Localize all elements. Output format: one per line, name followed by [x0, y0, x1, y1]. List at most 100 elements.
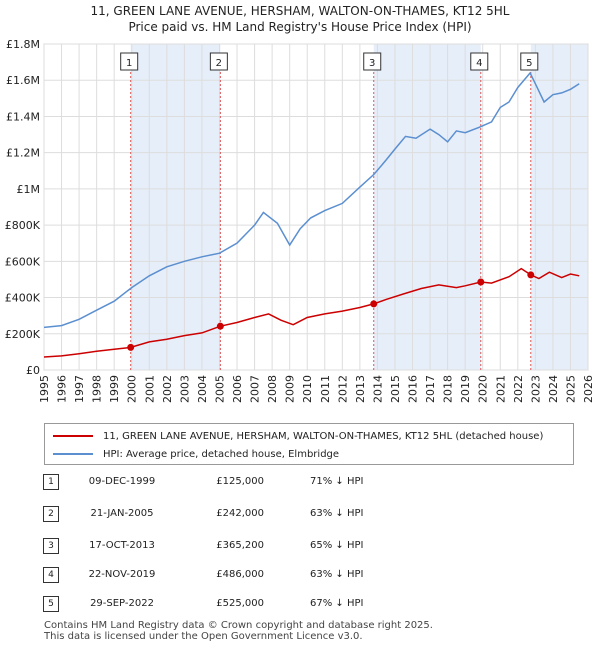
x-tick-label: 2016: [407, 375, 420, 403]
x-tick-label: 1995: [38, 375, 51, 403]
x-tick-label: 2021: [494, 375, 507, 403]
y-tick-label: £1.8M: [6, 38, 40, 51]
price-chart: £0 £200K £400K £600K £800K £1M £1.2M £1.4M £1.6M…: [5, 38, 595, 403]
hpi-line: [43, 71, 580, 329]
x-tick-label: 2014: [371, 375, 384, 403]
transaction-number: 4: [43, 567, 59, 583]
y-tick-label: £400K: [5, 292, 41, 305]
shaded-period: [373, 44, 481, 370]
legend-label-hpi: HPI: Average price, detached house, Elmb…: [103, 448, 340, 460]
sale-point: [370, 300, 378, 308]
chart-subtitle: Price paid vs. HM Land Registry's House …: [128, 20, 472, 34]
transaction-date: 22-NOV-2019: [88, 569, 156, 580]
sale-box-label: 1: [126, 58, 132, 69]
y-tick-label: £1.4M: [6, 110, 40, 123]
transaction-number: 5: [43, 596, 59, 612]
transaction-hpi-diff: 63% ↓ HPI: [310, 508, 364, 519]
sale-number-box: 4: [470, 52, 489, 71]
x-tick-label: 2023: [529, 375, 542, 403]
transaction-date: 17-OCT-2013: [89, 540, 155, 551]
price-paid-line: [43, 267, 580, 358]
y-tick-label: £800K: [5, 219, 41, 232]
sale-number-box: 5: [520, 52, 539, 71]
sale-number-box: 3: [363, 52, 382, 71]
x-tick-label: 2022: [512, 375, 525, 403]
sale-box-frame: [470, 52, 489, 71]
transaction-number: 3: [43, 538, 59, 554]
sale-point: [216, 322, 224, 330]
x-tick-label: 2015: [389, 375, 402, 403]
sale-box-frame: [363, 52, 382, 71]
sale-point: [477, 278, 485, 286]
sale-box-frame: [209, 52, 228, 71]
x-tick-label: 2002: [161, 375, 174, 403]
x-tick-label: 2003: [178, 375, 191, 403]
footer-copyright: Contains HM Land Registry data © Crown c…: [44, 620, 433, 631]
shaded-period: [530, 44, 588, 370]
footer-license: This data is licensed under the Open Gov…: [44, 631, 363, 642]
x-tick-label: 1999: [108, 375, 121, 403]
shaded-period: [130, 44, 221, 370]
y-tick-label: £1.6M: [6, 74, 40, 87]
x-tick-label: 2006: [231, 375, 244, 403]
sale-number-box: 1: [120, 52, 139, 71]
transaction-number: 2: [43, 506, 59, 522]
sale-box-frame: [120, 52, 139, 71]
x-tick-label: 2012: [336, 375, 349, 403]
legend-swatch-hpi: [53, 453, 93, 455]
sale-point: [127, 343, 135, 351]
y-tick-label: £1.2M: [6, 147, 40, 160]
x-tick-label: 2020: [477, 375, 490, 403]
legend-item-price: 11, GREEN LANE AVENUE, HERSHAM, WALTON-O…: [45, 427, 543, 445]
x-tick-label: 2007: [249, 375, 262, 403]
x-tick-label: 2018: [442, 375, 455, 403]
x-tick-label: 2024: [547, 375, 560, 403]
chart-legend: 11, GREEN LANE AVENUE, HERSHAM, WALTON-O…: [44, 423, 574, 465]
x-tick-label: 2025: [564, 375, 577, 403]
transaction-date: 09-DEC-1999: [88, 476, 156, 487]
x-tick-label: 2026: [582, 375, 595, 403]
transaction-hpi-diff: 71% ↓ HPI: [310, 476, 364, 487]
y-tick-label: £1M: [17, 183, 41, 196]
transaction-hpi-diff: 67% ↓ HPI: [310, 598, 364, 609]
sale-number-box: 2: [209, 52, 228, 71]
y-tick-label: £600K: [5, 255, 41, 268]
sale-box-label: 2: [216, 58, 222, 69]
chart-title: 11, GREEN LANE AVENUE, HERSHAM, WALTON-O…: [90, 4, 510, 18]
x-tick-label: 2011: [319, 375, 332, 403]
transaction-hpi-diff: 63% ↓ HPI: [310, 569, 364, 580]
transaction-hpi-diff: 65% ↓ HPI: [310, 540, 364, 551]
transaction-price: £525,000: [216, 598, 264, 609]
x-tick-label: 2004: [196, 375, 209, 403]
x-tick-label: 2000: [126, 375, 139, 403]
sale-box-label: 5: [526, 58, 532, 69]
sale-box-label: 4: [476, 58, 482, 69]
legend-swatch-price: [53, 435, 93, 437]
x-tick-label: 1997: [73, 375, 86, 403]
transaction-price: £125,000: [216, 476, 264, 487]
sale-point: [527, 271, 535, 279]
x-tick-label: 2013: [354, 375, 367, 403]
x-tick-label: 2001: [143, 375, 156, 403]
x-tick-label: 2005: [213, 375, 226, 403]
transaction-date: 29-SEP-2022: [90, 598, 154, 609]
sale-box-label: 3: [369, 58, 375, 69]
x-tick-label: 2017: [424, 375, 437, 403]
y-tick-label: £0: [26, 364, 40, 377]
transaction-number: 1: [43, 474, 59, 490]
transaction-date: 21-JAN-2005: [90, 508, 154, 519]
transaction-price: £242,000: [216, 508, 264, 519]
x-tick-label: 1998: [91, 375, 104, 403]
y-tick-label: £200K: [5, 328, 41, 341]
x-tick-label: 2010: [301, 375, 314, 403]
transaction-price: £365,200: [216, 540, 264, 551]
plot-area: [43, 43, 589, 371]
x-tick-label: 1996: [56, 375, 69, 403]
x-tick-label: 2019: [459, 375, 472, 403]
transaction-price: £486,000: [216, 569, 264, 580]
legend-item-hpi: HPI: Average price, detached house, Elmb…: [45, 445, 339, 463]
legend-label-price: 11, GREEN LANE AVENUE, HERSHAM, WALTON-O…: [103, 430, 544, 442]
sale-box-frame: [520, 52, 539, 71]
x-tick-label: 2008: [266, 375, 279, 403]
x-tick-label: 2009: [284, 375, 297, 403]
